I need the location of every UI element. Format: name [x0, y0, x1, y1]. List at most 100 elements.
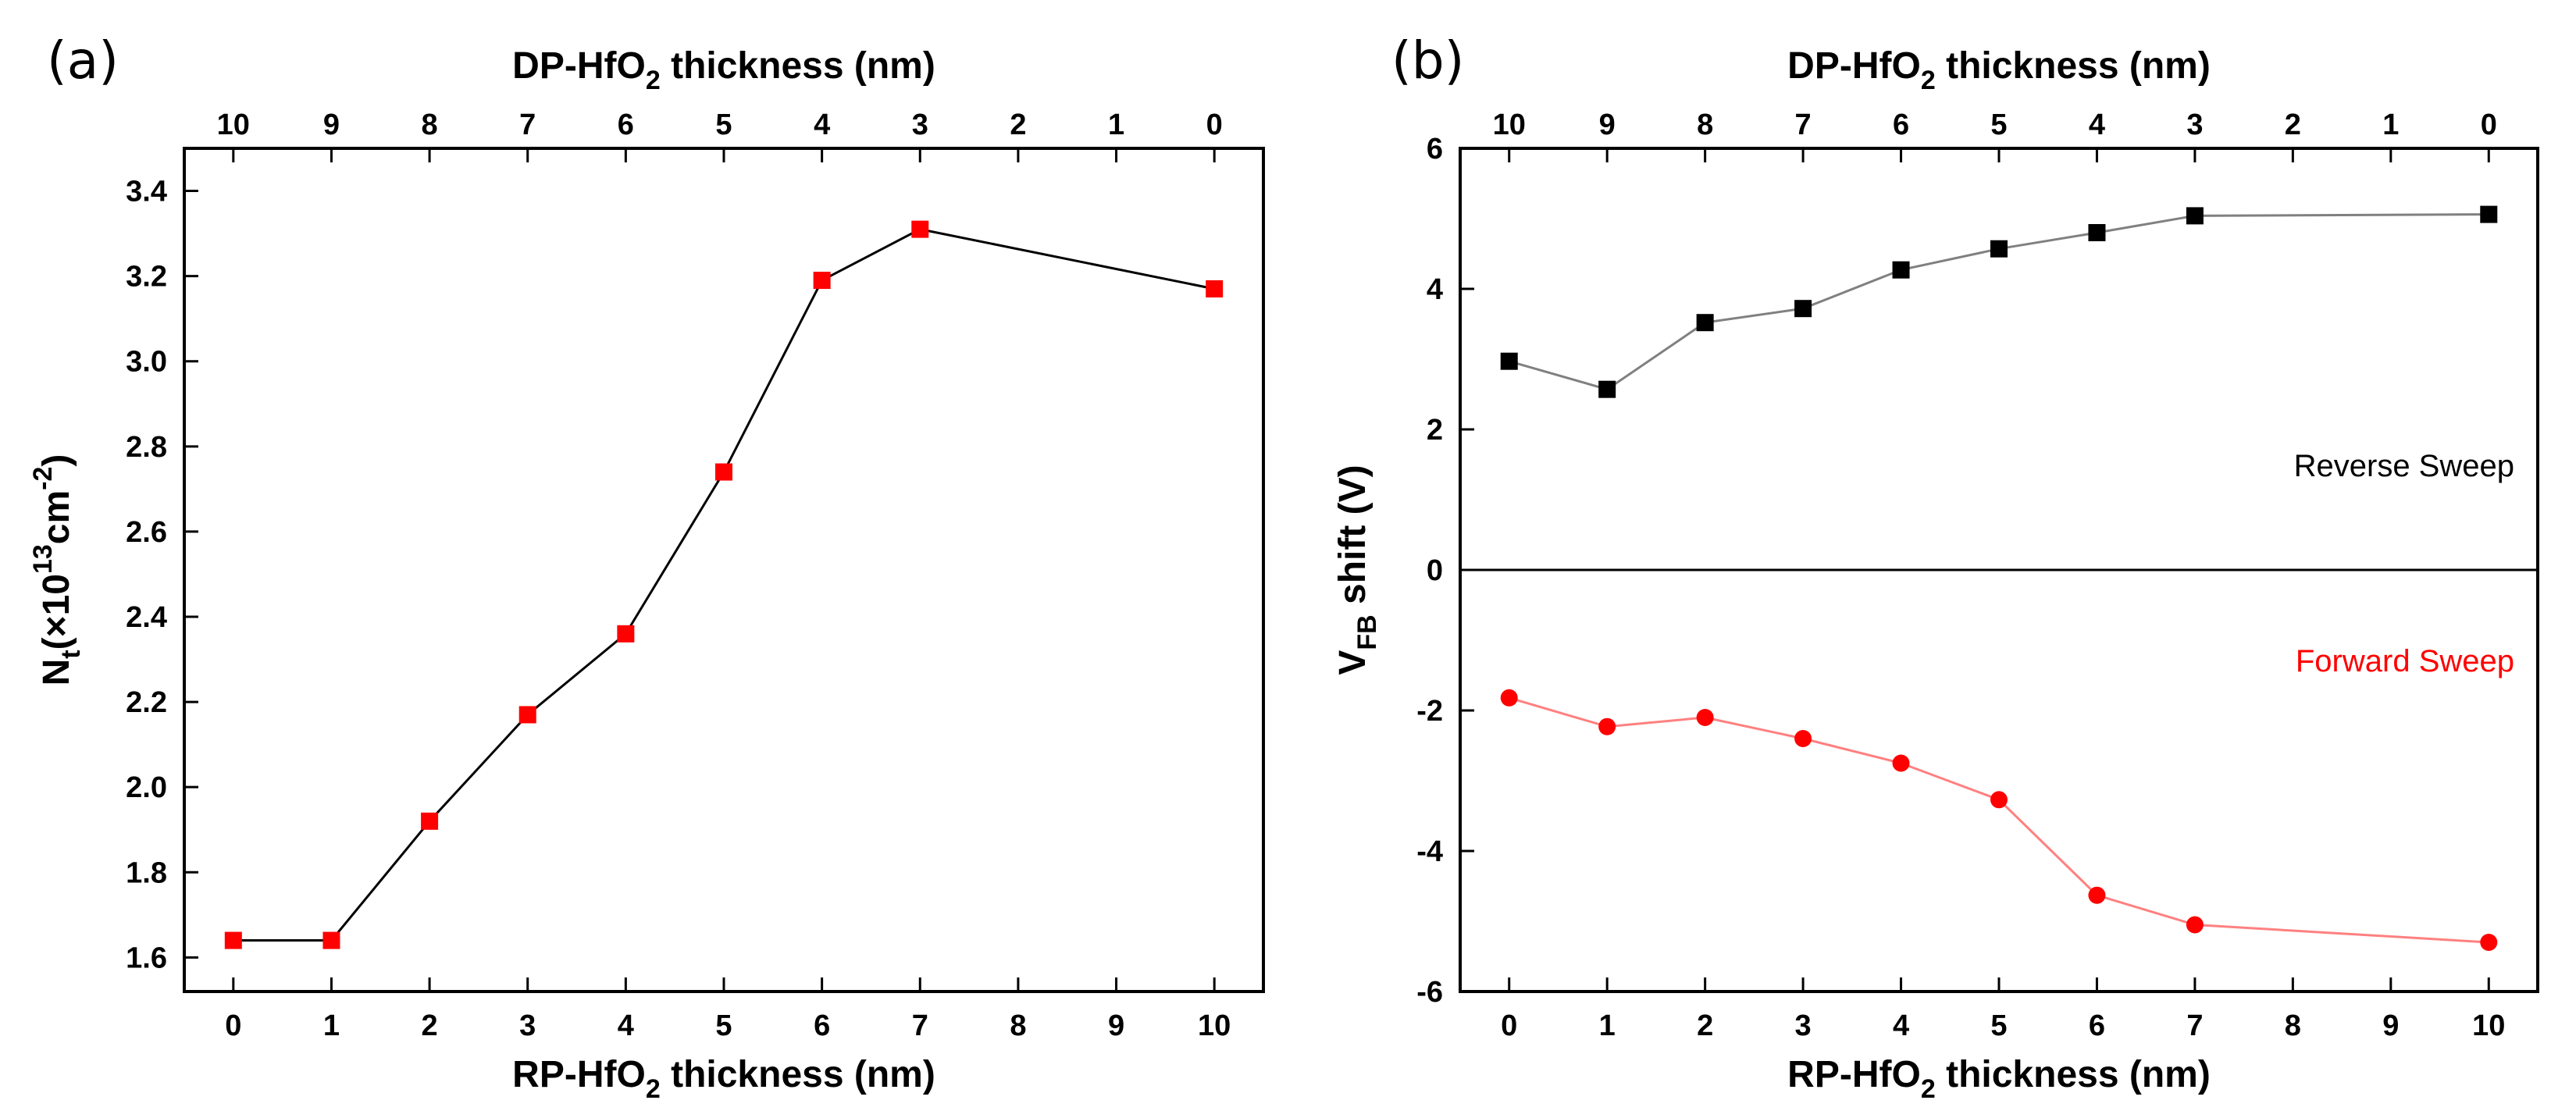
forward-sweep-annotation: Forward Sweep — [2296, 644, 2514, 678]
y-tick-label: 1.8 — [126, 856, 167, 889]
x2-tick-label: 3 — [2186, 109, 2203, 141]
data-point — [1500, 352, 1518, 370]
panel-b-label: (b) — [1391, 30, 1464, 91]
panel-a-bottom-axis-title: RP-HfO2 thickness (nm) — [512, 1054, 935, 1104]
panel-a-label: (a) — [47, 30, 119, 91]
data-point — [617, 625, 635, 643]
data-point — [2186, 916, 2204, 934]
x2-tick-label: 6 — [1893, 109, 1909, 141]
panel-b-series — [1500, 205, 2498, 951]
x2-tick-label: 4 — [814, 109, 830, 141]
x-tick-label: 1 — [1599, 1009, 1616, 1042]
data-point — [715, 463, 732, 481]
x-tick-label: 8 — [2285, 1009, 2301, 1042]
x-tick-label: 2 — [422, 1009, 438, 1042]
x-tick-label: 4 — [1893, 1009, 1909, 1042]
data-point — [322, 931, 340, 949]
x-tick-label: 9 — [2382, 1009, 2399, 1042]
y-tick-label: -6 — [1416, 976, 1443, 1009]
data-point — [1892, 754, 1910, 772]
x2-tick-label: 8 — [1697, 109, 1713, 141]
panel-a-y-axis-title: Nt(×1013cm-2) — [28, 454, 86, 686]
x-tick-label: 8 — [1010, 1009, 1026, 1042]
series-line-nt — [233, 228, 1215, 942]
data-point — [1696, 709, 1714, 726]
panel-a-y-ticks: 1.6 1.8 2.0 2.2 2.4 2.6 2.8 3.0 3.2 3.4 — [126, 176, 198, 974]
x-tick-label: 2 — [1697, 1009, 1713, 1042]
x2-tick-label: 5 — [1990, 109, 2007, 141]
x-tick-label: 4 — [618, 1009, 634, 1042]
y-tick-label: 2.0 — [126, 771, 167, 804]
x2-tick-label: 10 — [217, 109, 250, 141]
x2-tick-label: 1 — [2382, 109, 2399, 141]
x2-tick-label: 0 — [1206, 109, 1223, 141]
panel-b-bottom-ticks: 0 1 2 3 4 5 6 7 8 9 10 — [1501, 977, 2505, 1042]
y-tick-label: 1.6 — [126, 942, 167, 974]
x-tick-label: 3 — [519, 1009, 536, 1042]
x-tick-label: 7 — [2186, 1009, 2203, 1042]
y-tick-label: 3.4 — [126, 176, 167, 208]
data-point — [421, 812, 439, 830]
data-point — [911, 220, 929, 238]
x-tick-label: 10 — [1198, 1009, 1231, 1042]
data-point — [1598, 380, 1616, 398]
x2-tick-label: 5 — [715, 109, 732, 141]
panel-b: (b) DP-HfO2 thickness (nm) RP-HfO2 thick… — [1332, 30, 2539, 1104]
data-point — [2186, 207, 2204, 225]
data-point — [1990, 240, 2008, 258]
x2-tick-label: 3 — [912, 109, 928, 141]
x2-tick-label: 10 — [1493, 109, 1526, 141]
y-tick-label: 2.4 — [126, 601, 167, 634]
data-point — [224, 931, 242, 949]
y-tick-label: -2 — [1416, 695, 1443, 728]
x2-tick-label: 9 — [1599, 109, 1616, 141]
y-tick-label: 2 — [1427, 414, 1443, 447]
panel-b-y-ticks: -6 -4 -2 0 2 4 6 — [1416, 133, 1474, 1009]
x-tick-label: 6 — [814, 1009, 830, 1042]
x2-tick-label: 8 — [422, 109, 438, 141]
x2-tick-label: 7 — [1795, 109, 1812, 141]
data-point — [813, 272, 831, 290]
panel-b-y-axis-title: VFB shift (V) — [1332, 465, 1382, 675]
data-point — [1598, 717, 1616, 735]
series-line-forward-sweep — [1509, 696, 2489, 944]
panel-a-series — [224, 220, 1224, 949]
y-tick-label: 2.2 — [126, 686, 167, 719]
reverse-sweep-annotation: Reverse Sweep — [2294, 449, 2514, 483]
panel-a-top-ticks: 10 9 8 7 6 5 4 3 2 1 0 — [217, 109, 1223, 162]
x-tick-label: 3 — [1795, 1009, 1812, 1042]
x-tick-label: 9 — [1108, 1009, 1124, 1042]
panel-b-top-axis-title: DP-HfO2 thickness (nm) — [1787, 45, 2211, 95]
panel-a-bottom-ticks: 0 1 2 3 4 5 6 7 8 9 10 — [225, 977, 1231, 1042]
data-point — [1794, 300, 1812, 318]
x-tick-label: 5 — [1990, 1009, 2007, 1042]
x2-tick-label: 6 — [618, 109, 634, 141]
panel-b-bottom-axis-title: RP-HfO2 thickness (nm) — [1787, 1054, 2211, 1104]
x2-tick-label: 4 — [2089, 109, 2105, 141]
panel-a: (a) DP-HfO2 thickness (nm) RP-HfO2 thick… — [28, 30, 1265, 1104]
panel-a-plot-frame — [183, 147, 1265, 993]
y-tick-label: 0 — [1427, 554, 1443, 587]
data-point — [1794, 730, 1812, 747]
x2-tick-label: 1 — [1108, 109, 1124, 141]
x-tick-label: 0 — [225, 1009, 241, 1042]
x-tick-label: 10 — [2472, 1009, 2505, 1042]
y-tick-label: 6 — [1427, 133, 1443, 166]
panel-b-top-ticks: 10 9 8 7 6 5 4 3 2 1 0 — [1493, 109, 2497, 162]
x-tick-label: 7 — [912, 1009, 928, 1042]
y-tick-label: 4 — [1427, 273, 1443, 306]
x2-tick-label: 7 — [519, 109, 536, 141]
panel-a-top-axis-title: DP-HfO2 thickness (nm) — [512, 45, 935, 95]
x-tick-label: 6 — [2089, 1009, 2105, 1042]
x2-tick-label: 9 — [323, 109, 340, 141]
x-tick-label: 1 — [323, 1009, 340, 1042]
x-tick-label: 5 — [715, 1009, 732, 1042]
y-tick-label: -4 — [1416, 835, 1443, 868]
data-point — [1892, 261, 1910, 279]
data-point — [2088, 224, 2106, 241]
x2-tick-label: 0 — [2481, 109, 2497, 141]
y-tick-label: 2.6 — [126, 516, 167, 549]
y-tick-label: 3.0 — [126, 346, 167, 379]
y-tick-label: 2.8 — [126, 431, 167, 464]
